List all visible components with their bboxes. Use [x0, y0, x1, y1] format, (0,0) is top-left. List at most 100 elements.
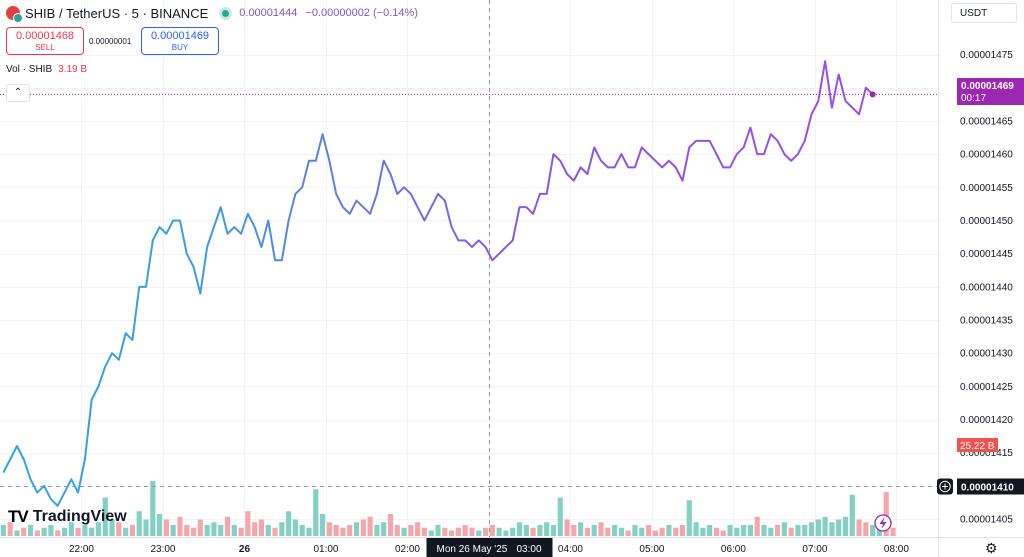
volume-bar-up — [727, 525, 733, 536]
volume-bar-down — [75, 527, 81, 536]
time-tick-label: 02:00 — [395, 544, 420, 555]
volume-bar-down — [598, 522, 604, 536]
crosshair-time-label: Mon 26 May '25 03:00 — [426, 538, 553, 557]
sell-button[interactable]: 0.00001468 SELL — [6, 27, 84, 55]
volume-bar-up — [136, 511, 142, 536]
volume-bar-up — [435, 525, 441, 536]
chevron-up-icon[interactable]: ⌃ — [6, 84, 30, 102]
volume-bar-up — [876, 527, 883, 536]
volume-bar-down — [272, 527, 278, 536]
volume-bar-up — [61, 527, 68, 536]
volume-bar-down — [584, 527, 590, 536]
volume-bar-up — [578, 522, 584, 536]
volume-bar-down — [713, 527, 720, 536]
price-tick-label: 0.00001415 — [960, 448, 1013, 459]
volume-bar-up — [170, 525, 176, 536]
volume-bar-up — [829, 522, 835, 536]
volume-bar-down — [387, 514, 394, 536]
volume-legend[interactable]: Vol · SHIB 3.19 B — [6, 64, 87, 75]
price-tick-label: 0.00001455 — [960, 183, 1013, 194]
volume-bar-up — [143, 519, 149, 536]
volume-bar-up — [476, 530, 482, 536]
volume-bar-up — [741, 525, 747, 536]
lightning-icon[interactable] — [874, 514, 892, 532]
volume-bar-down — [333, 525, 339, 536]
time-tick-label: 08:00 — [884, 544, 909, 555]
symbol-title[interactable]: SHIB / TetherUS · 5 · BINANCE — [25, 5, 209, 21]
volume-bar-down — [890, 527, 896, 536]
volume-bar-down — [224, 516, 231, 536]
time-tick-label: 06:00 — [721, 544, 746, 555]
price-tick-label: 0.00001440 — [960, 282, 1013, 293]
time-tick-label: 22:00 — [69, 544, 94, 555]
volume-bar-up — [836, 519, 842, 536]
volume-bar-up — [550, 525, 557, 536]
volume-bar-down — [605, 527, 611, 536]
volume-bar-down — [673, 527, 679, 536]
volume-bar-up — [231, 525, 237, 536]
shib-coin-icon — [6, 6, 23, 23]
volume-bar-up — [319, 514, 326, 536]
crosshair-price-text: 0.00001410 — [961, 483, 1014, 494]
volume-bar-up — [795, 525, 801, 536]
volume-bar-up — [265, 525, 271, 536]
volume-bar-up — [95, 522, 102, 536]
volume-bar-up — [537, 525, 543, 536]
volume-bar-up — [401, 527, 407, 536]
bar-countdown: 00:17 — [961, 93, 986, 104]
volume-bar-up — [591, 525, 597, 536]
volume-bar-up — [734, 527, 740, 536]
volume-bar-down — [55, 530, 61, 536]
time-tick-label: 07:00 — [802, 544, 827, 555]
volume-bar-up — [544, 522, 550, 536]
time-tick-label: 04:00 — [558, 544, 583, 555]
crosshair-time-text: 03:00 — [517, 544, 542, 555]
time-tick-label: 23:00 — [150, 544, 175, 555]
volume-bar-down — [408, 525, 414, 536]
volume-bar-up — [374, 525, 380, 536]
volume-bar-up — [313, 489, 319, 536]
volume-legend-value: 3.19 B — [58, 64, 88, 75]
volume-bar-up — [292, 519, 298, 536]
sell-price: 0.00001468 — [15, 30, 75, 42]
volume-bar-up — [204, 525, 210, 536]
volume-bar-up — [68, 522, 74, 536]
volume-bar-up — [306, 527, 312, 536]
current-price-value: 0.00001469 — [961, 81, 1014, 92]
market-open-dot-icon — [222, 9, 230, 17]
price-axis[interactable]: 0.00001405 0.00001410 0.00001415 0.00001420… — [957, 50, 1024, 526]
volume-bar-down — [571, 525, 577, 536]
tradingview-logo[interactable]: TV TradingView — [8, 507, 127, 527]
price-tick-label: 0.00001475 — [960, 50, 1013, 61]
volume-bar-up — [211, 522, 217, 536]
volume-bar-up — [849, 494, 855, 536]
gear-icon[interactable]: ⚙ — [985, 540, 998, 556]
buy-button[interactable]: 0.00001469 BUY — [141, 27, 219, 55]
volume-bar-up — [815, 519, 821, 536]
currency-button[interactable]: USDT — [951, 3, 1017, 23]
buy-label: BUY — [171, 43, 189, 52]
volume-bar-down — [129, 525, 135, 536]
symbol-header: SHIB / TetherUS · 5 · BINANCE 0.00001444… — [0, 0, 418, 26]
volume-bar-up — [82, 525, 88, 536]
volume-bar-up — [557, 497, 563, 536]
buy-price: 0.00001469 — [150, 30, 210, 42]
time-axis[interactable]: 22:00 23:00 26 01:00 02:00 04:00 05:00 06:00 07:… — [69, 538, 909, 557]
volume-bar-up — [761, 525, 767, 536]
volume-bar-up — [218, 525, 224, 536]
volume-bar-down — [679, 525, 686, 536]
volume-bar-down — [415, 522, 421, 536]
price-tick-label: 0.00001450 — [960, 216, 1013, 227]
volume-bar-down — [883, 492, 889, 536]
volume-bar-down — [462, 525, 468, 536]
volume-bar-up — [157, 514, 163, 536]
volume-bar-up — [666, 525, 672, 536]
volume-bar-up — [618, 527, 624, 536]
volume-bar-down — [190, 527, 197, 536]
plus-circle-icon[interactable] — [937, 478, 953, 495]
volume-bar-down — [788, 527, 794, 536]
volume-bar-down — [340, 527, 346, 536]
